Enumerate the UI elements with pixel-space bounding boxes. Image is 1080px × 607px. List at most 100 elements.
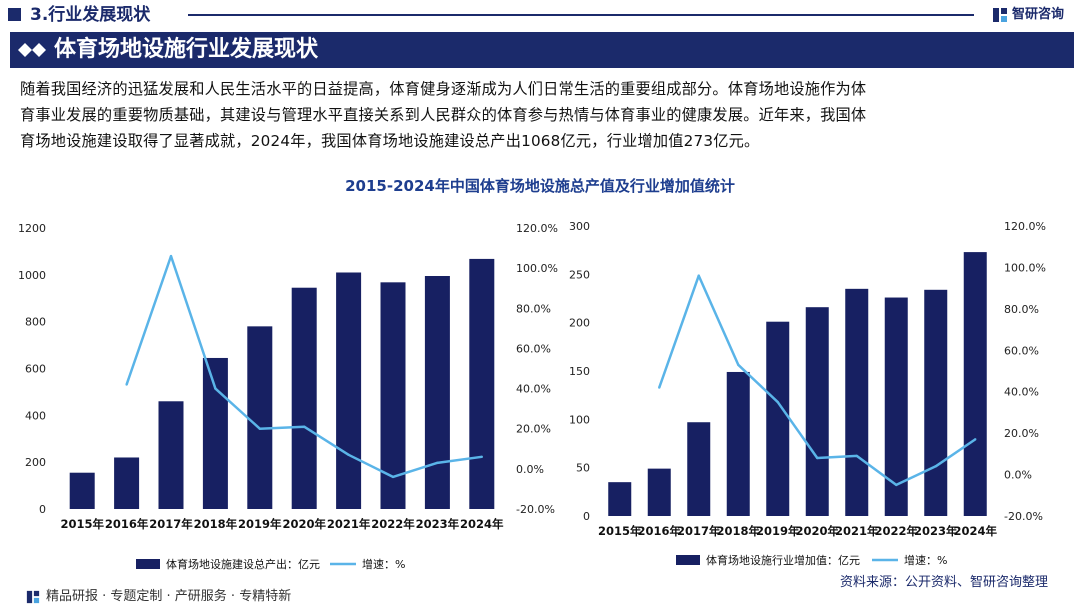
diamond-icon xyxy=(18,43,46,57)
bar xyxy=(687,422,711,516)
y-left-tick-label: 0 xyxy=(583,510,590,523)
title-banner: 体育场地设施行业发展现状 xyxy=(10,32,1074,68)
x-tick-label: 2020年 xyxy=(795,524,839,538)
x-tick-label: 2022年 xyxy=(874,524,918,538)
bar xyxy=(202,357,228,509)
bar xyxy=(647,468,671,516)
y-right-tick-label: 80.0% xyxy=(1004,303,1039,316)
x-tick-label: 2015年 xyxy=(598,524,642,538)
y-left-tick-label: 50 xyxy=(576,462,590,475)
intro-line: 育场地设施建设取得了显著成就，2024年，我国体育场地设施建设总产出1068亿元… xyxy=(20,132,760,150)
bar xyxy=(963,252,987,516)
y-right-tick-label: 20.0% xyxy=(1004,427,1039,440)
growth-point xyxy=(776,400,779,404)
x-tick-label: 2023年 xyxy=(914,524,958,538)
y-right-tick-label: 20.0% xyxy=(516,423,551,436)
growth-point xyxy=(974,438,977,441)
y-left-tick-label: 600 xyxy=(25,363,46,376)
y-right-tick-label: 120.0% xyxy=(1004,220,1046,233)
x-tick-label: 2018年 xyxy=(194,517,238,531)
bar xyxy=(380,282,406,509)
y-left-tick-label: 1200 xyxy=(18,222,46,235)
bar xyxy=(424,276,450,509)
section-title: 3.行业发展现状 xyxy=(30,5,151,25)
y-left-tick-label: 250 xyxy=(569,268,590,281)
x-tick-label: 2019年 xyxy=(238,517,282,531)
growth-point xyxy=(480,455,483,459)
legend-bar-swatch xyxy=(676,555,700,565)
y-right-tick-label: -20.0% xyxy=(1004,510,1043,523)
y-left-tick-label: 800 xyxy=(25,316,46,329)
x-tick-label: 2017年 xyxy=(149,517,193,531)
growth-point xyxy=(658,386,661,389)
bar xyxy=(69,472,95,509)
growth-point xyxy=(737,363,740,366)
y-right-tick-label: 40.0% xyxy=(516,383,551,396)
y-right-tick-label: 120.0% xyxy=(516,222,558,235)
growth-point xyxy=(258,427,261,430)
x-tick-label: 2021年 xyxy=(327,517,371,531)
growth-point xyxy=(816,456,819,460)
growth-point xyxy=(125,383,128,386)
growth-point xyxy=(214,387,217,390)
bar xyxy=(291,287,317,509)
bar xyxy=(845,288,869,516)
legend-bar-label: 体育场地设施行业增加值：亿元 xyxy=(706,553,860,567)
y-right-tick-label: 100.0% xyxy=(1004,261,1046,274)
legend-bar-swatch xyxy=(136,559,160,569)
x-tick-label: 2017年 xyxy=(677,524,721,538)
footer-tagline-text: 精品研报 · 专题定制 · 产研服务 · 专精特新 xyxy=(46,589,292,604)
header-bar: 3.行业发展现状 智研咨询 xyxy=(0,0,1080,32)
bar xyxy=(726,371,750,516)
y-right-tick-label: -20.0% xyxy=(516,503,555,516)
y-right-tick-label: 60.0% xyxy=(516,342,551,355)
x-tick-label: 2022年 xyxy=(371,517,415,531)
legend-line-label: 增速：% xyxy=(904,553,947,567)
x-tick-label: 2023年 xyxy=(416,517,460,531)
intro-line: 随着我国经济的迅猛发展和人民生活水平的日益提高，体育健身逐渐成为人们日常生活的重… xyxy=(20,80,867,98)
x-tick-label: 2021年 xyxy=(835,524,879,538)
y-right-tick-label: 100.0% xyxy=(516,262,558,275)
y-right-tick-label: 0.0% xyxy=(1004,469,1032,482)
x-tick-label: 2016年 xyxy=(105,517,149,531)
bar xyxy=(608,482,632,516)
y-left-tick-label: 100 xyxy=(569,413,590,426)
y-right-tick-label: 40.0% xyxy=(1004,386,1039,399)
growth-point xyxy=(934,465,937,468)
y-right-tick-label: 0.0% xyxy=(516,463,544,476)
y-left-tick-label: 150 xyxy=(569,365,590,378)
brand-mini-icon xyxy=(26,590,40,604)
legend-line-label: 增速：% xyxy=(362,557,405,571)
header-divider xyxy=(188,14,974,16)
y-right-tick-label: 80.0% xyxy=(516,302,551,315)
y-left-tick-label: 400 xyxy=(25,409,46,422)
x-tick-label: 2015年 xyxy=(60,517,104,531)
intro-paragraph: 随着我国经济的迅猛发展和人民生活水平的日益提高，体育健身逐渐成为人们日常生活的重… xyxy=(20,76,1072,154)
x-tick-label: 2018年 xyxy=(716,524,760,538)
banner-title: 体育场地设施行业发展现状 xyxy=(54,37,319,62)
growth-point xyxy=(855,454,858,458)
y-left-tick-label: 300 xyxy=(569,220,590,233)
bar xyxy=(336,272,362,509)
brand-name: 智研咨询 xyxy=(1012,7,1065,22)
bar xyxy=(884,297,908,516)
bar xyxy=(114,457,140,509)
figure-title: 2015-2024年中国体育场地设施总产值及行业增加值统计 xyxy=(345,177,735,195)
growth-point xyxy=(697,274,700,277)
growth-point xyxy=(169,254,173,258)
x-tick-label: 2024年 xyxy=(460,517,504,531)
bar xyxy=(469,258,495,509)
brand-logo-icon xyxy=(993,8,1007,22)
x-tick-label: 2016年 xyxy=(637,524,681,538)
growth-point xyxy=(391,475,395,479)
x-tick-label: 2019年 xyxy=(756,524,800,538)
x-tick-label: 2020年 xyxy=(282,517,326,531)
y-left-tick-label: 0 xyxy=(39,503,46,516)
bar xyxy=(158,401,184,509)
x-tick-label: 2024年 xyxy=(953,524,997,538)
y-right-tick-label: 60.0% xyxy=(1004,344,1039,357)
growth-point xyxy=(347,453,350,457)
growth-point xyxy=(303,425,306,428)
y-left-tick-label: 200 xyxy=(25,456,46,469)
bar xyxy=(247,326,273,509)
